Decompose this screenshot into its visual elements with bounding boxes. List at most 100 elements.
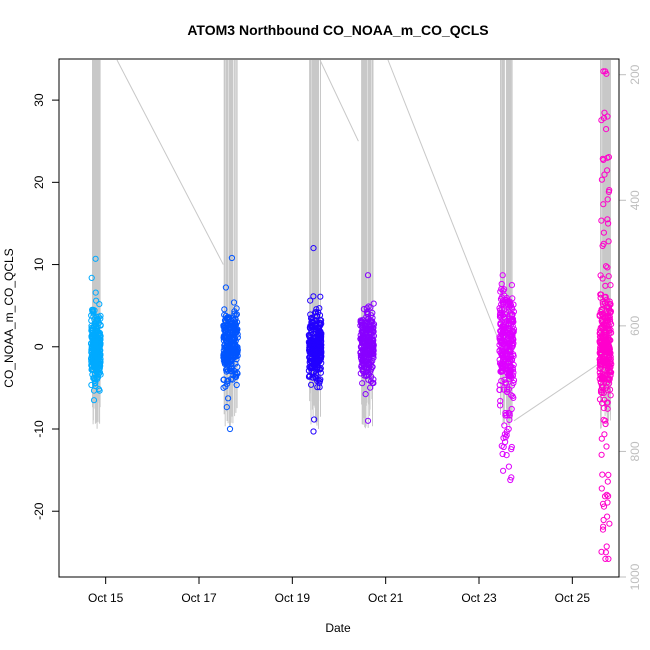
data-point (310, 428, 317, 435)
data-point (367, 384, 374, 391)
data-point (359, 366, 366, 373)
data-point (604, 513, 611, 520)
data-point (222, 360, 229, 367)
data-point (598, 451, 605, 458)
data-point (599, 500, 607, 507)
data-point (508, 443, 515, 451)
data-point (233, 344, 240, 351)
data-point (92, 321, 99, 328)
data-point (599, 371, 606, 378)
data-point (603, 70, 610, 77)
data-point (228, 254, 235, 262)
data-point (508, 282, 515, 289)
data-point (93, 297, 100, 304)
data-point (604, 113, 611, 120)
data-point (508, 304, 515, 311)
data-point (600, 229, 608, 236)
data-point (509, 329, 516, 336)
data-point (599, 526, 607, 533)
data-point (364, 417, 372, 424)
data-point (507, 358, 514, 365)
data-point (603, 443, 610, 450)
data-point (91, 377, 98, 384)
data-point (600, 405, 608, 412)
data-point (95, 319, 102, 327)
data-point (602, 337, 609, 345)
data-point (370, 300, 377, 307)
data-point (500, 287, 507, 294)
data-point (223, 334, 230, 342)
data-point (599, 242, 606, 249)
data-point (311, 362, 318, 369)
right-tick-label: 600 (628, 316, 642, 336)
data-point (496, 347, 503, 354)
data-point (95, 352, 102, 359)
data-point (599, 471, 606, 478)
data-point (600, 516, 607, 524)
data-point (606, 357, 614, 364)
data-point (606, 300, 613, 307)
data-point (96, 369, 104, 376)
data-point (220, 384, 227, 391)
data-point (359, 339, 366, 346)
data-point (94, 369, 101, 376)
data-point (605, 555, 612, 563)
data-point (606, 187, 613, 194)
data-point (315, 334, 322, 341)
data-point (226, 350, 233, 357)
data-point (224, 378, 231, 385)
data-point (97, 347, 104, 354)
data-point (498, 280, 505, 288)
data-point (233, 381, 240, 389)
data-point (92, 352, 99, 359)
altitude-spike (361, 60, 374, 429)
data-point (95, 361, 103, 368)
data-point (311, 416, 318, 423)
data-point (505, 304, 513, 311)
data-point (314, 384, 321, 391)
data-point (506, 416, 513, 423)
data-point (370, 324, 377, 331)
data-point (227, 346, 234, 353)
data-point (367, 359, 374, 366)
data-point (598, 335, 605, 342)
data-point (364, 272, 372, 279)
data-point (604, 376, 611, 383)
data-point (224, 380, 231, 387)
data-point (603, 126, 610, 133)
data-point (598, 435, 605, 442)
data-point (602, 549, 610, 556)
data-point (601, 328, 608, 335)
data-point (510, 377, 518, 384)
data-point (225, 377, 232, 384)
data-point (233, 305, 240, 312)
data-point (605, 220, 612, 227)
data-point (230, 323, 237, 330)
x-tick-label: Oct 25 (555, 591, 591, 605)
data-point (508, 405, 515, 413)
data-point (600, 523, 607, 530)
data-point (306, 372, 313, 379)
data-point (606, 336, 613, 343)
data-point (607, 301, 614, 308)
data-point (365, 303, 372, 310)
data-point (605, 238, 612, 245)
data-point (306, 325, 314, 332)
data-point (500, 348, 507, 355)
data-point (369, 357, 376, 365)
data-point (234, 370, 241, 377)
data-point (306, 373, 313, 380)
data-point (316, 384, 323, 391)
altitude-spike (309, 60, 321, 429)
data-point (605, 364, 612, 371)
chart-title: ATOM3 Northbound CO_NOAA_m_CO_QCLS (187, 22, 488, 38)
data-point (506, 340, 513, 347)
data-point (602, 299, 609, 306)
data-point (367, 317, 374, 324)
data-point (316, 378, 323, 385)
data-point (93, 327, 100, 334)
altitude-transit (387, 59, 505, 356)
data-point (310, 293, 317, 300)
data-point (363, 305, 370, 312)
data-point (605, 493, 612, 500)
